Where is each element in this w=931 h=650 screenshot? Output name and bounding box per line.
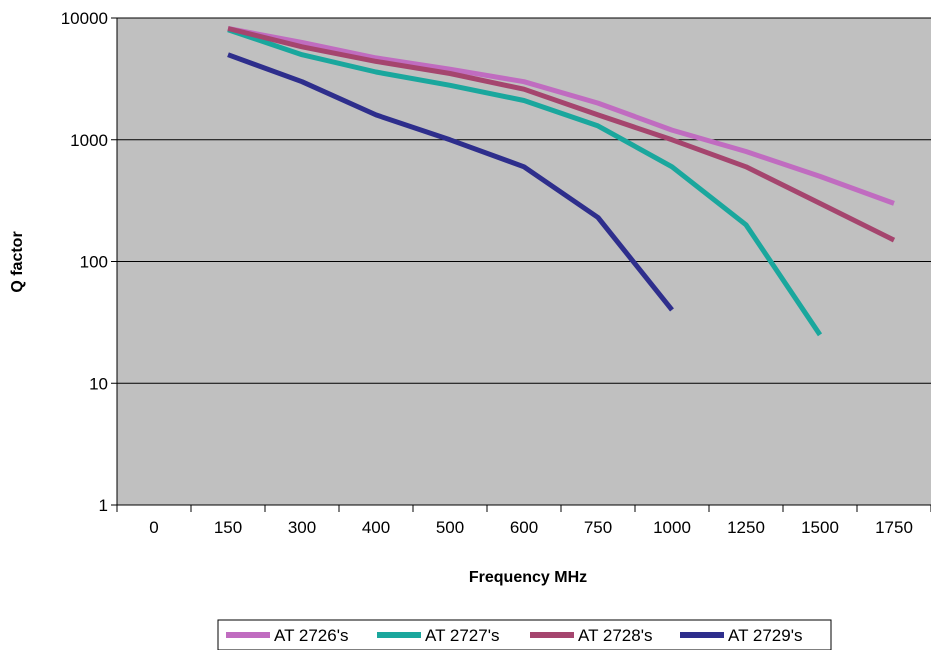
series-line-2 [227, 27, 823, 337]
x-tick-label: 750 [584, 518, 612, 537]
y-tick-labels: 1 10 100 1000 10000 [61, 9, 108, 515]
legend-label: AT 2727's [425, 626, 499, 645]
x-tick-label: 150 [214, 518, 242, 537]
x-tick-label: 600 [510, 518, 538, 537]
series-line-1 [227, 26, 895, 206]
series-lines [227, 26, 896, 337]
x-tick-label: 1250 [727, 518, 765, 537]
x-tick-labels: 0 150 300 400 500 600 750 1000 1250 1500 1750 [149, 518, 913, 537]
legend-items: AT 2726's AT 2727's AT 2728's AT 2729's [226, 626, 802, 645]
y-tick-label: 100 [80, 253, 108, 272]
y-tick-label: 10 [89, 374, 108, 393]
x-tick-label: 400 [362, 518, 390, 537]
x-tick-label: 500 [436, 518, 464, 537]
y-tick-label: 1 [99, 496, 108, 515]
y-axis-title: Q factor [9, 231, 26, 292]
legend-box [217, 619, 832, 650]
legend-label: AT 2729's [728, 626, 802, 645]
x-tick-label: 300 [288, 518, 316, 537]
series-line-3 [227, 26, 896, 243]
legend: AT 2726's AT 2727's AT 2728's AT 2729's [217, 619, 832, 650]
axes [111, 17, 931, 512]
x-tick-label: 0 [149, 518, 158, 537]
series-line-4 [227, 52, 674, 312]
legend-label: AT 2728's [578, 626, 652, 645]
x-tick-label: 1750 [875, 518, 913, 537]
x-tick-label: 1500 [801, 518, 839, 537]
y-tick-label: 1000 [70, 131, 108, 150]
x-tick-label: 1000 [653, 518, 691, 537]
y-tick-label: 10000 [61, 9, 108, 28]
x-axis-title: Frequency MHz [469, 569, 587, 586]
gridlines [117, 17, 931, 384]
legend-label: AT 2726's [274, 626, 348, 645]
